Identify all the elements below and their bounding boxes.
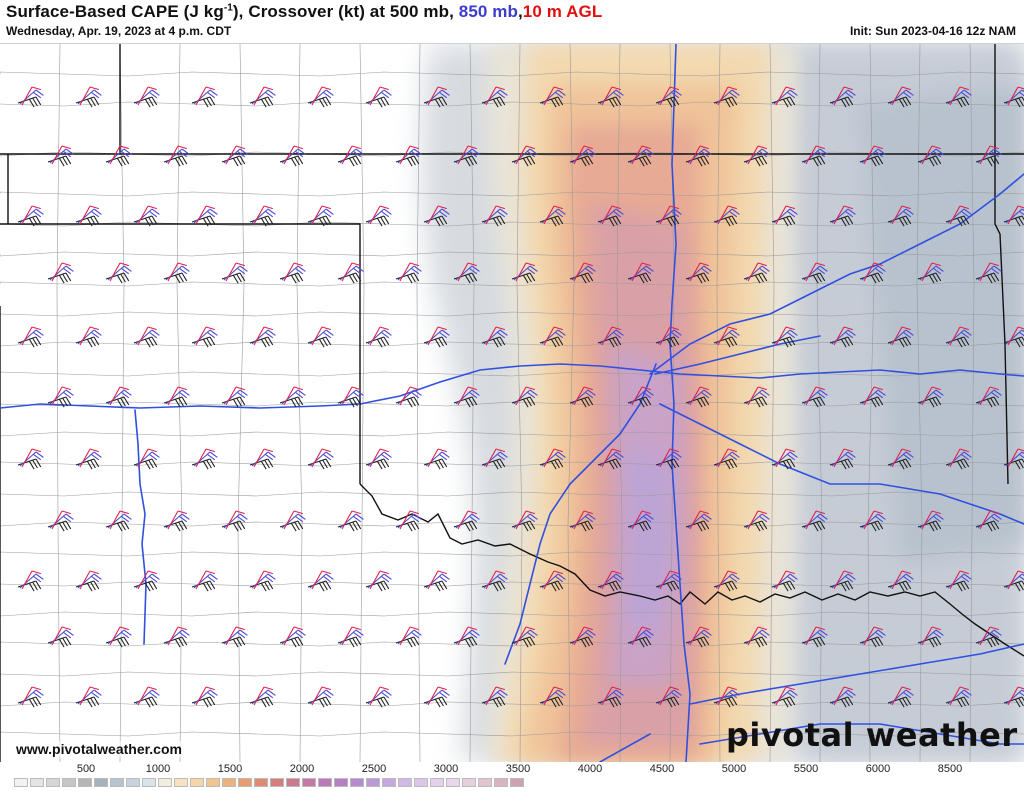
colorbar-swatch <box>286 778 300 787</box>
colorbar-label: 1000 <box>145 763 171 775</box>
colorbar-swatch <box>46 778 60 787</box>
colorbar-swatch <box>398 778 412 787</box>
colorbar-label: 4000 <box>577 763 603 775</box>
colorbar-swatch <box>254 778 268 787</box>
wind-barbs <box>17 86 1024 708</box>
header-bar: Surface-Based CAPE (J kg-1), Crossover (… <box>0 0 1024 44</box>
colorbar-swatch <box>350 778 364 787</box>
colorbar-swatch <box>366 778 380 787</box>
colorbar-swatch <box>14 778 28 787</box>
pivotal-weather-logo: pivotal weather <box>726 716 1018 754</box>
colorbar-swatch <box>414 778 428 787</box>
colorbar-swatch <box>126 778 140 787</box>
source-url: www.pivotalweather.com <box>14 741 184 757</box>
colorbar-swatch <box>158 778 172 787</box>
colorbar-label: 8500 <box>937 763 963 775</box>
colorbar-swatch <box>30 778 44 787</box>
colorbar-swatch <box>270 778 284 787</box>
colorbar-label: 500 <box>76 763 96 775</box>
colorbar-label: 5000 <box>721 763 747 775</box>
colorbar-swatches <box>14 778 526 788</box>
colorbar-label: 6000 <box>865 763 891 775</box>
colorbar-swatch <box>206 778 220 787</box>
colorbar-swatch <box>78 778 92 787</box>
colorbar-swatch <box>142 778 156 787</box>
colorbar-swatch <box>382 778 396 787</box>
init-time: Init: Sun 2023-04-16 12z NAM <box>849 24 1016 38</box>
colorbar-label: 2500 <box>361 763 387 775</box>
colorbar-swatch <box>238 778 252 787</box>
colorbar-swatch <box>462 778 476 787</box>
colorbar-swatch <box>494 778 508 787</box>
highways <box>0 44 1024 762</box>
colorbar-label: 1500 <box>217 763 243 775</box>
colorbar-swatch <box>478 778 492 787</box>
colorbar-swatch <box>318 778 332 787</box>
colorbar-labels: 500 1000 1500 2000 2500 3000 3500 4000 4500 5000 5… <box>0 763 1024 777</box>
colorbar-label: 3500 <box>505 763 531 775</box>
cape-colorbar: 500 1000 1500 2000 2500 3000 3500 4000 4500 5000 5… <box>0 762 1024 791</box>
colorbar-swatch <box>510 778 524 787</box>
colorbar-swatch <box>430 778 444 787</box>
colorbar-swatch <box>334 778 348 787</box>
colorbar-swatch <box>62 778 76 787</box>
colorbar-swatch <box>174 778 188 787</box>
colorbar-swatch <box>110 778 124 787</box>
colorbar-label: 4500 <box>649 763 675 775</box>
map-title: Surface-Based CAPE (J kg-1), Crossover (… <box>6 2 603 21</box>
colorbar-label: 2000 <box>289 763 315 775</box>
colorbar-label: 5500 <box>793 763 819 775</box>
map-panel[interactable] <box>0 44 1024 762</box>
title-850mb: 850 mb <box>458 2 518 21</box>
colorbar-swatch <box>222 778 236 787</box>
colorbar-label: 3000 <box>433 763 459 775</box>
colorbar-swatch <box>94 778 108 787</box>
colorbar-swatch <box>446 778 460 787</box>
title-10m: 10 m AGL <box>522 2 603 21</box>
colorbar-swatch <box>302 778 316 787</box>
valid-time: Wednesday, Apr. 19, 2023 at 4 p.m. CDT <box>6 24 232 38</box>
colorbar-swatch <box>190 778 204 787</box>
